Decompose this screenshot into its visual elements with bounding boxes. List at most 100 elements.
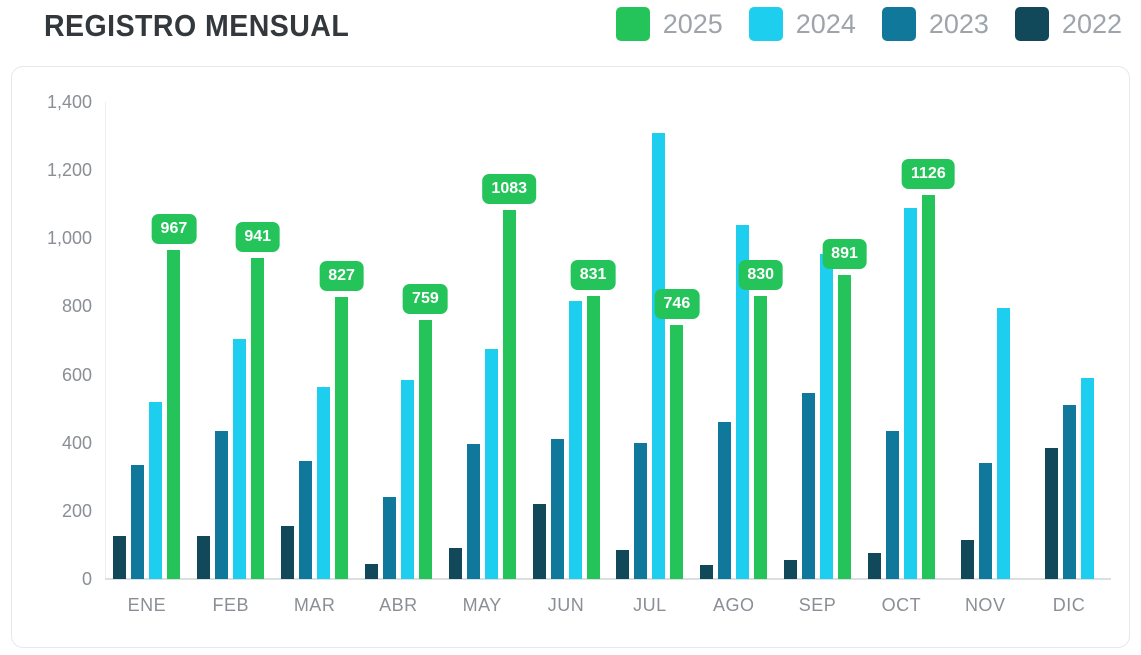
y-tick-label: 600 — [61, 364, 92, 385]
bar-2023-MAY[interactable] — [466, 444, 480, 579]
bar-2024-MAR[interactable] — [317, 386, 331, 579]
x-axis-labels: ENE FEB MAR ABR MAY JUN JUL AGO SEP OCT NOV DIC — [105, 595, 1111, 616]
y-tick-label: 0 — [81, 569, 92, 589]
bar-2022-SEP[interactable] — [784, 560, 798, 579]
x-label-JUL: JUL — [633, 595, 667, 615]
bar-2022-ENE[interactable] — [113, 536, 127, 579]
bar-2022-MAY[interactable] — [448, 548, 462, 579]
bar-2022-JUL[interactable] — [616, 550, 630, 579]
y-tick-label: 200 — [61, 500, 92, 521]
x-label-ENE: ENE — [127, 595, 167, 615]
bar-group-ENE: 967 — [105, 102, 197, 579]
bar-2024-JUL[interactable] — [652, 132, 666, 579]
bar-2025-FEB[interactable]: 941 — [235, 222, 281, 579]
bar-2023-SEP[interactable] — [802, 393, 816, 579]
bar-2024-SEP[interactable] — [820, 253, 834, 579]
bar-2023-DIC[interactable] — [1062, 405, 1076, 579]
bar-2022-NOV[interactable] — [960, 539, 974, 579]
x-label-JUN: JUN — [547, 595, 585, 615]
bar-2024-JUN[interactable] — [568, 301, 582, 579]
bar-2025-SEP[interactable]: 891 — [822, 239, 867, 579]
legend-label: 2025 — [662, 8, 723, 39]
y-tick-label: 1,000 — [46, 228, 92, 249]
x-label-FEB: FEB — [212, 595, 249, 615]
legend-swatch-2022 — [1014, 7, 1049, 41]
bar-2025-ENE[interactable]: 967 — [151, 213, 197, 579]
bar-2023-JUN[interactable] — [550, 439, 564, 579]
x-label-SEP: SEP — [798, 595, 837, 615]
bar-2022-ABR[interactable] — [364, 563, 378, 579]
bar-2024-MAY[interactable] — [484, 349, 498, 579]
bar-2025-OCT[interactable]: 1126 — [902, 159, 955, 579]
chart-legend: 2025 2024 2023 2022 — [615, 7, 1122, 41]
bar-2024-AGO[interactable] — [736, 224, 750, 579]
legend-swatch-2023 — [881, 7, 916, 41]
data-label-MAY: 1083 — [482, 174, 537, 205]
bar-2025-JUL[interactable]: 746 — [654, 288, 700, 579]
x-label-DIC: DIC — [1052, 595, 1086, 615]
y-tick-label: 800 — [61, 296, 92, 317]
bar-2024-NOV[interactable] — [996, 308, 1010, 579]
bar-group-DIC — [1027, 102, 1111, 579]
legend-swatch-2025 — [615, 7, 650, 41]
x-label-AGO: AGO — [712, 595, 755, 615]
bar-2023-FEB[interactable] — [215, 430, 229, 579]
bar-2023-ENE[interactable] — [131, 464, 145, 579]
y-tick-label: 400 — [61, 432, 92, 453]
legend-item-2022[interactable]: 2022 — [1014, 7, 1122, 41]
bar-2022-FEB[interactable] — [197, 536, 211, 579]
data-label-ABR: 759 — [403, 284, 448, 315]
bar-2024-ABR[interactable] — [400, 379, 414, 579]
bar-2023-JUL[interactable] — [634, 442, 648, 579]
bar-2023-OCT[interactable] — [885, 430, 899, 579]
y-axis-line — [105, 102, 106, 579]
data-label-MAR: 827 — [319, 261, 364, 292]
bar-2023-ABR[interactable] — [382, 497, 396, 579]
bar-2022-JUN[interactable] — [532, 504, 546, 579]
x-label-MAY: MAY — [462, 595, 502, 615]
y-tick-label: 1,400 — [46, 92, 92, 112]
bar-group-SEP: 891 — [776, 102, 867, 579]
bar-group-NOV — [943, 102, 1027, 579]
bar-2023-MAR[interactable] — [299, 461, 313, 579]
x-label-ABR: ABR — [379, 595, 418, 615]
bar-2025-MAY[interactable]: 1083 — [482, 174, 537, 579]
bar-group-FEB: 941 — [189, 102, 281, 579]
x-label-OCT: OCT — [881, 595, 922, 615]
data-label-JUL: 746 — [654, 288, 700, 319]
bar-2024-DIC[interactable] — [1080, 377, 1094, 579]
bar-2023-AGO[interactable] — [718, 422, 732, 579]
bar-2025-MAR[interactable]: 827 — [319, 261, 364, 579]
legend-item-2023[interactable]: 2023 — [881, 7, 989, 41]
y-tick-label: 1,200 — [46, 160, 92, 181]
bar-group-AGO: 830 — [692, 102, 784, 579]
bar-2024-FEB[interactable] — [233, 338, 247, 579]
bar-2023-NOV[interactable] — [978, 463, 992, 579]
bar-group-OCT: 1126 — [859, 102, 955, 579]
bar-chart-plot: 967 941 827 759 1083 831 746 830 891 1126 — [105, 102, 1111, 580]
bar-2025-JUN[interactable]: 831 — [570, 259, 616, 579]
bar-group-JUL: 746 — [608, 102, 700, 579]
chart-card: 0 200 400 600 800 1,000 1,200 1,400 967 941 827 75… — [11, 66, 1130, 648]
legend-swatch-2024 — [748, 7, 783, 41]
bar-group-JUN: 831 — [524, 102, 616, 579]
legend-item-2025[interactable]: 2025 — [615, 7, 723, 41]
bar-2024-ENE[interactable] — [149, 401, 163, 579]
bar-group-MAR: 827 — [273, 102, 364, 579]
legend-item-2024[interactable]: 2024 — [748, 7, 856, 41]
bar-group-ABR: 759 — [356, 102, 448, 579]
legend-label: 2024 — [795, 8, 856, 39]
bar-2025-ABR[interactable]: 759 — [403, 284, 448, 579]
x-label-MAR: MAR — [293, 595, 336, 615]
bar-2025-AGO[interactable]: 830 — [738, 260, 784, 579]
bar-2022-AGO[interactable] — [700, 565, 714, 579]
legend-label: 2023 — [928, 8, 989, 39]
bar-2022-MAR[interactable] — [281, 526, 295, 579]
bar-2022-OCT[interactable] — [867, 553, 881, 579]
bar-groups: 967 941 827 759 1083 831 746 830 891 1126 — [105, 102, 1111, 579]
data-label-JUN: 831 — [570, 259, 616, 290]
bar-2022-DIC[interactable] — [1044, 447, 1058, 579]
page-title: REGISTRO MENSUAL — [44, 8, 350, 43]
bar-2024-OCT[interactable] — [903, 207, 917, 579]
